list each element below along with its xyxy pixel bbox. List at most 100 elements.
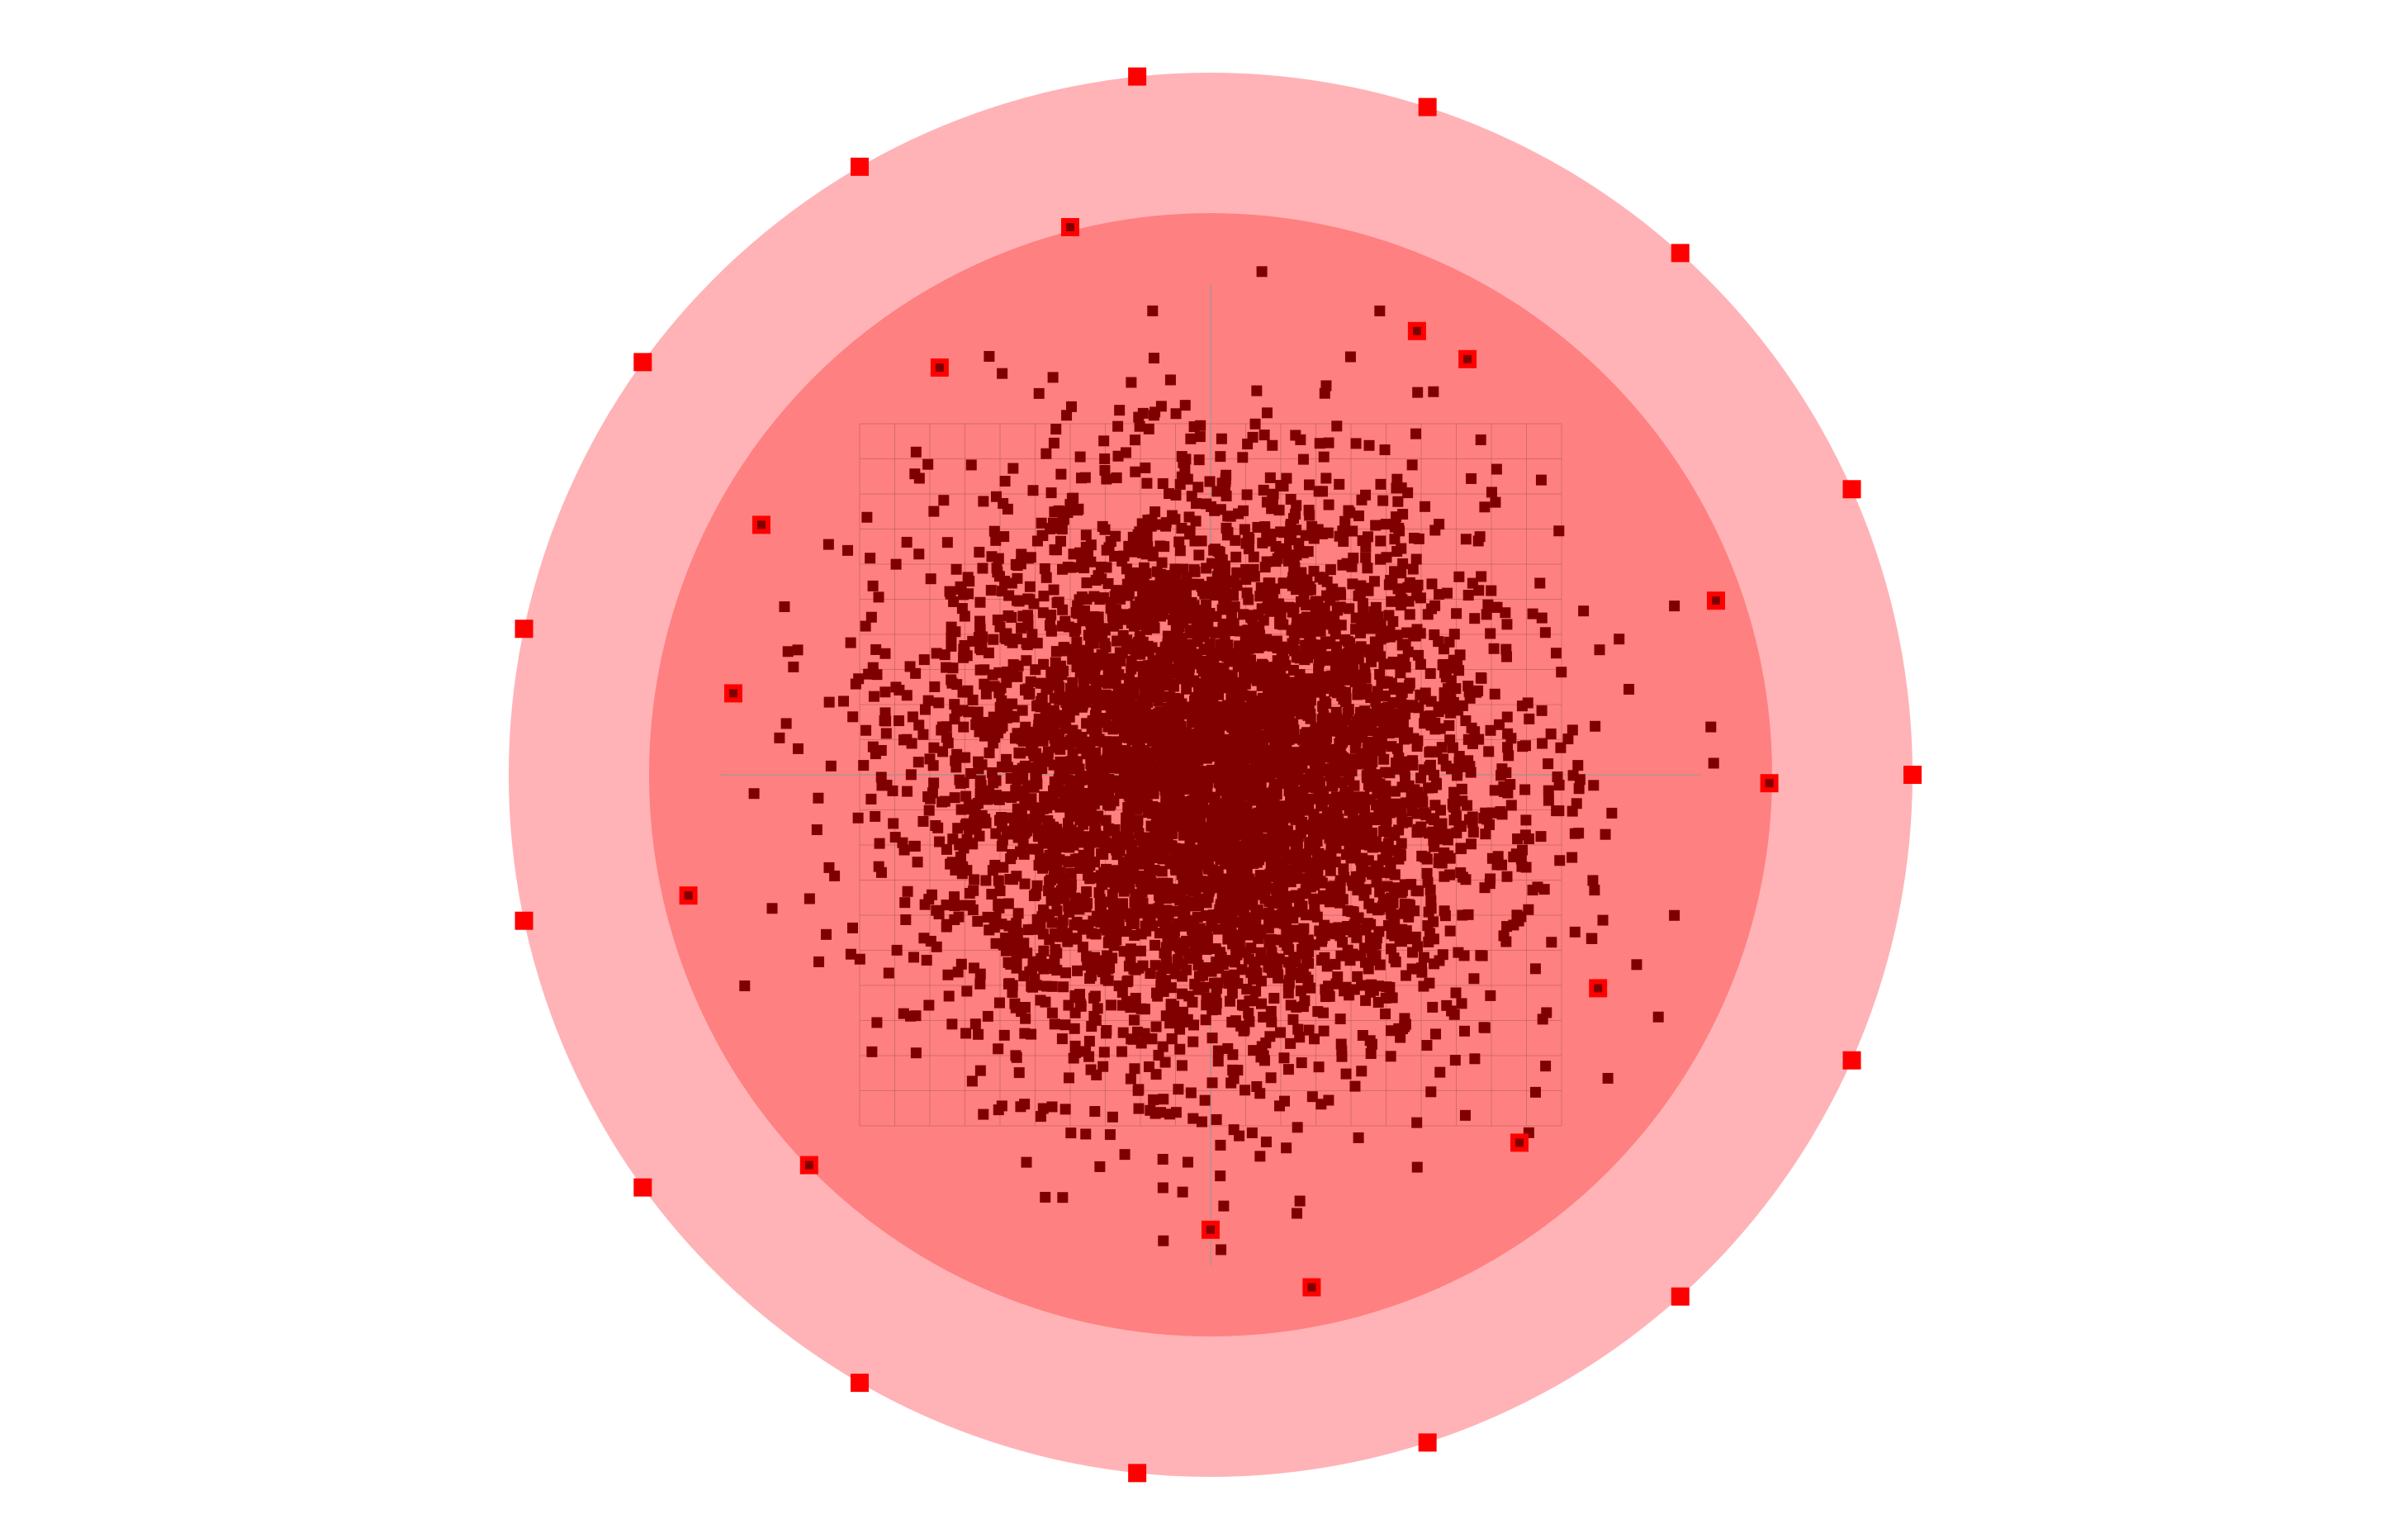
data-point — [1179, 463, 1191, 475]
data-point — [1389, 566, 1401, 577]
data-point — [943, 990, 955, 1002]
data-point — [1173, 845, 1185, 857]
data-point — [986, 889, 998, 900]
data-point — [860, 724, 872, 736]
data-point — [1387, 615, 1399, 627]
data-point — [1389, 869, 1401, 881]
data-point — [1094, 594, 1106, 605]
data-point — [1177, 958, 1188, 970]
data-point — [1174, 478, 1186, 490]
data-point — [1433, 706, 1444, 718]
data-point — [1411, 1117, 1423, 1128]
data-point — [1141, 530, 1153, 542]
data-point — [1539, 627, 1551, 638]
data-point — [987, 865, 998, 876]
data-point — [1222, 895, 1234, 906]
data-point — [1437, 949, 1448, 961]
data-point — [1063, 1072, 1074, 1084]
data-point — [1263, 914, 1275, 926]
data-point — [1237, 505, 1249, 516]
data-point — [1205, 851, 1216, 862]
data-point — [1192, 959, 1204, 971]
data-point — [950, 563, 962, 575]
data-point — [1267, 498, 1278, 510]
data-point — [1360, 552, 1372, 563]
data-point — [941, 900, 952, 911]
data-point — [951, 748, 963, 760]
data-point — [924, 793, 936, 805]
data-point — [1552, 771, 1563, 782]
data-point — [847, 711, 859, 723]
data-point — [1389, 521, 1401, 533]
data-point — [1401, 925, 1412, 937]
data-point — [1391, 743, 1403, 754]
data-point — [1286, 705, 1297, 717]
data-point — [829, 870, 841, 881]
data-point — [1259, 1055, 1270, 1066]
data-point — [982, 1010, 993, 1022]
data-point — [1705, 721, 1717, 733]
data-point — [1135, 945, 1146, 957]
data-point — [813, 792, 824, 804]
data-point — [1308, 1033, 1320, 1045]
data-point — [1036, 529, 1048, 541]
data-point — [1170, 408, 1182, 420]
data-point — [973, 631, 984, 643]
data-point — [1091, 1069, 1102, 1080]
data-point — [1344, 603, 1355, 615]
data-point — [1228, 789, 1240, 800]
data-point — [1396, 639, 1408, 651]
data-point — [946, 621, 957, 633]
data-point — [1215, 840, 1226, 852]
data-point — [1134, 648, 1145, 659]
data-point — [1090, 813, 1102, 824]
data-point — [1395, 589, 1406, 600]
data-point — [1088, 1010, 1100, 1022]
data-point — [1479, 501, 1491, 513]
data-point — [919, 704, 931, 715]
data-point — [1527, 608, 1538, 619]
data-point — [1137, 751, 1149, 762]
data-point — [1081, 577, 1093, 589]
data-point — [1013, 1067, 1025, 1079]
data-point — [1216, 433, 1227, 444]
data-point — [1121, 563, 1132, 575]
data-point — [1102, 963, 1114, 975]
data-point — [1631, 959, 1642, 971]
data-point — [1193, 549, 1205, 561]
data-point — [1422, 711, 1434, 723]
data-point — [1024, 594, 1036, 605]
data-point — [1183, 511, 1195, 523]
data-point — [957, 705, 969, 716]
data-point — [975, 780, 987, 791]
data-point — [1076, 561, 1088, 572]
data-point — [854, 953, 865, 965]
data-point — [993, 793, 1005, 805]
data-point — [1126, 377, 1137, 388]
data-point — [990, 491, 1002, 502]
data-point — [1259, 521, 1271, 533]
data-point — [1367, 842, 1378, 853]
data-point — [1009, 733, 1021, 744]
data-point — [1125, 957, 1136, 968]
data-point — [991, 563, 1003, 574]
data-point — [908, 952, 920, 963]
data-point — [1317, 486, 1329, 497]
data-point — [1258, 484, 1269, 496]
data-point — [1550, 648, 1562, 659]
data-point — [1051, 597, 1063, 609]
data-point — [1012, 560, 1023, 572]
data-point — [1339, 515, 1351, 527]
data-point — [1154, 712, 1166, 724]
data-point — [1404, 577, 1415, 588]
data-point — [1065, 879, 1077, 890]
data-point — [1212, 1045, 1224, 1056]
data-point — [1149, 939, 1161, 951]
data-point — [1113, 585, 1125, 596]
data-point — [1423, 906, 1434, 918]
data-point — [1387, 657, 1399, 668]
data-point — [1410, 796, 1421, 808]
data-point — [1439, 905, 1450, 917]
data-point — [1421, 867, 1433, 879]
data-point — [1196, 1116, 1207, 1127]
